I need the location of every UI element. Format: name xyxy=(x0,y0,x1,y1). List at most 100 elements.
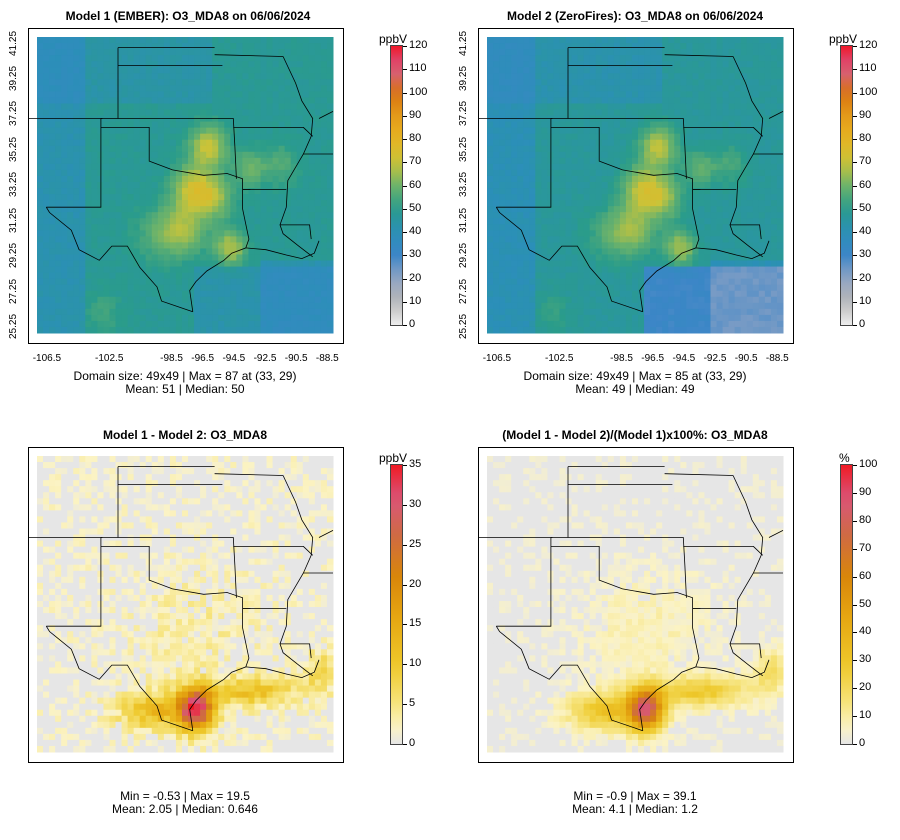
grid-cell xyxy=(145,206,153,213)
grid-cell xyxy=(746,206,754,213)
grid-cell xyxy=(67,260,74,268)
grid-cell xyxy=(583,194,591,201)
grid-cell xyxy=(181,139,189,147)
grid-cell xyxy=(320,43,328,50)
grid-cell xyxy=(644,79,651,86)
grid-cell xyxy=(505,260,512,268)
grid-cell xyxy=(91,278,98,286)
grid-cell xyxy=(619,55,627,62)
grid-cell xyxy=(764,133,772,141)
grid-cell xyxy=(284,43,292,50)
grid-cell xyxy=(248,43,255,50)
grid-cell xyxy=(716,314,724,322)
grid-cell xyxy=(43,326,50,334)
grid-cell xyxy=(169,133,177,141)
grid-cell xyxy=(163,326,171,334)
grid-cell xyxy=(716,266,724,274)
grid-cell xyxy=(656,133,663,141)
grid-cell xyxy=(67,266,74,274)
grid-cell xyxy=(746,175,754,183)
grid-cell xyxy=(607,145,615,153)
grid-cell xyxy=(212,145,219,153)
grid-cell xyxy=(326,254,334,262)
grid-cell xyxy=(260,302,268,310)
grid-cell xyxy=(716,296,724,304)
grid-cell xyxy=(758,49,766,56)
grid-cell xyxy=(248,188,255,195)
grid-cell xyxy=(181,109,189,117)
grid-cell xyxy=(541,97,548,104)
grid-cell xyxy=(163,278,171,286)
grid-cell xyxy=(278,194,286,201)
grid-cell xyxy=(163,139,171,147)
grid-cell xyxy=(212,91,219,98)
grid-cell xyxy=(206,61,213,68)
grid-cell xyxy=(194,175,201,183)
grid-cell xyxy=(314,37,322,44)
grid-cell xyxy=(559,314,567,322)
grid-cell xyxy=(650,157,657,165)
grid-cell xyxy=(97,103,104,110)
grid-cell xyxy=(535,97,542,104)
grid-cell xyxy=(181,157,189,165)
grid-cell xyxy=(541,314,548,322)
grid-cell xyxy=(758,85,766,92)
grid-cell xyxy=(121,188,129,195)
grid-cell xyxy=(200,85,207,92)
grid-cell xyxy=(236,175,243,183)
grid-cell xyxy=(716,163,724,171)
grid-cell xyxy=(61,230,68,237)
grid-cell xyxy=(248,236,255,243)
grid-cell xyxy=(121,121,129,129)
grid-cell xyxy=(499,163,506,171)
grid-cell xyxy=(169,43,177,50)
grid-cell xyxy=(133,218,141,225)
grid-cell xyxy=(181,85,189,92)
grid-cell xyxy=(752,272,760,280)
grid-cell xyxy=(248,206,255,213)
grid-cell xyxy=(37,43,44,50)
grid-cell xyxy=(716,194,724,201)
grid-cell xyxy=(499,37,506,44)
grid-cell xyxy=(175,163,183,171)
grid-cell xyxy=(722,43,730,50)
grid-cell xyxy=(266,230,274,237)
grid-cell xyxy=(61,127,68,135)
grid-cell xyxy=(127,314,135,322)
grid-cell xyxy=(541,320,548,328)
grid-cell xyxy=(133,314,141,322)
grid-cell xyxy=(758,97,766,104)
grid-cell xyxy=(43,236,50,243)
grid-cell xyxy=(511,157,518,165)
grid-cell xyxy=(218,272,225,280)
grid-cell xyxy=(314,302,322,310)
grid-cell xyxy=(121,272,129,280)
grid-cell xyxy=(248,55,255,62)
grid-cell xyxy=(91,272,98,280)
grid-cell xyxy=(169,181,177,189)
grid-cell xyxy=(746,79,754,86)
grid-cell xyxy=(266,206,274,213)
grid-cell xyxy=(109,37,117,44)
grid-cell xyxy=(662,284,669,292)
grid-cell xyxy=(67,254,74,262)
grid-cell xyxy=(37,528,44,536)
grid-cell xyxy=(577,73,585,80)
grid-cell xyxy=(242,121,249,129)
grid-cell xyxy=(254,67,262,74)
grid-cell xyxy=(260,320,268,328)
grid-cell xyxy=(127,320,135,328)
grid-cell xyxy=(163,169,171,177)
grid-cell xyxy=(613,181,621,189)
grid-cell xyxy=(212,151,219,159)
grid-cell xyxy=(308,290,316,298)
grid-cell xyxy=(248,85,255,92)
grid-cell xyxy=(254,55,262,62)
grid-cell xyxy=(752,278,760,286)
grid-cell xyxy=(698,290,705,298)
colorbar-tick-mark xyxy=(403,208,407,210)
grid-cell xyxy=(242,218,249,225)
grid-cell xyxy=(728,91,736,98)
grid-cell xyxy=(728,284,736,292)
grid-cell xyxy=(37,85,44,92)
